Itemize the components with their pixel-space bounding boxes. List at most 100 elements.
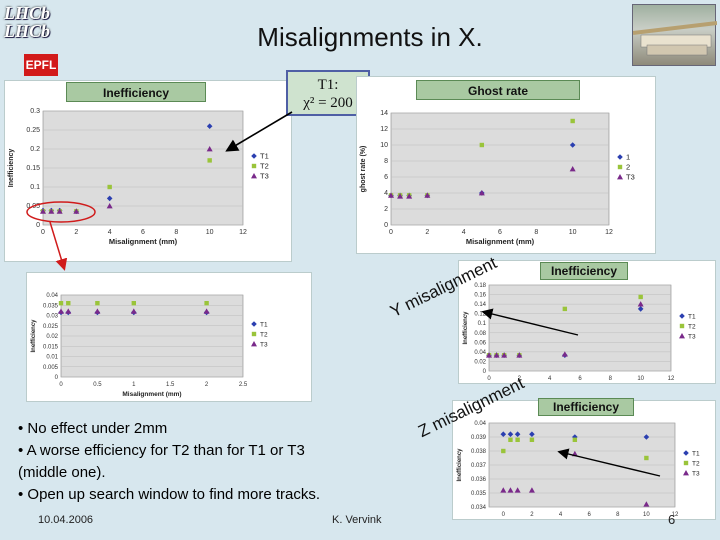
x-tick-label: 10	[643, 512, 650, 518]
legend-marker	[251, 173, 257, 179]
x-tick-label: 4	[548, 376, 552, 382]
data-point	[570, 118, 575, 124]
y-tick-label: 0.039	[471, 435, 487, 441]
legend-label: T3	[692, 471, 700, 478]
x-tick-label: 6	[587, 512, 591, 518]
legend-label: T1	[260, 152, 269, 161]
y-tick-label: 0.03	[46, 314, 58, 320]
data-point	[65, 308, 72, 314]
chi-arrow	[225, 111, 293, 152]
y-tick-label: 0.005	[43, 365, 59, 371]
legend-marker	[251, 153, 257, 159]
legend-label: T3	[688, 334, 696, 341]
x-tick-label: 12	[672, 512, 679, 518]
y-tick-label: 14	[380, 110, 388, 117]
legend-marker	[617, 174, 623, 180]
y-tick-label: 0.14	[474, 302, 486, 308]
bullet-3: • Open up search window to find more tra…	[18, 486, 321, 503]
y-tick-label: 0.035	[43, 303, 59, 309]
x-tick-label: 10	[637, 376, 644, 382]
data-point	[501, 352, 508, 358]
legend-label: T3	[626, 173, 635, 182]
data-point	[107, 184, 112, 190]
y-tick-label: 0.015	[43, 344, 59, 350]
x-tick-label: 10	[569, 229, 577, 236]
legend-marker	[683, 460, 689, 466]
data-point	[561, 351, 568, 357]
y-tick-label: 0.04	[474, 350, 486, 356]
x-tick-label: 0	[41, 229, 45, 236]
y-tick-label: 0.1	[30, 184, 40, 191]
x-tick-label: 8	[174, 229, 178, 236]
data-point	[388, 192, 394, 198]
y-tick-label: 0.04	[46, 293, 58, 299]
data-point	[638, 294, 643, 300]
legend-label: 2	[626, 163, 630, 172]
z-arrow	[557, 448, 661, 477]
data-point	[644, 455, 649, 461]
y-tick-label: 12	[380, 126, 388, 133]
data-point	[131, 301, 136, 306]
data-point	[478, 190, 485, 196]
legend-marker	[251, 321, 257, 327]
chart-inefficiency-top-svg: 00.050.10.150.20.250.30 2 4 6 8 10 12Misalignm…	[8, 108, 269, 246]
data-point	[204, 301, 209, 306]
y-tick-label: 0.06	[474, 340, 486, 346]
legend-marker	[679, 323, 685, 329]
legend-label: T3	[260, 172, 269, 181]
x-axis-label: Misalignment (mm)	[466, 237, 535, 246]
x-tick-label: 8	[534, 229, 538, 236]
y-tick-label: 0.036	[471, 477, 487, 483]
slide-title: Misalignments in X.	[257, 22, 483, 52]
y-tick-label: 0.037	[471, 463, 487, 469]
y-tick-label: 10	[380, 142, 388, 149]
legend-marker	[617, 164, 623, 170]
zoom-ellipse	[26, 201, 96, 223]
data-point	[514, 431, 521, 437]
y-arrow	[481, 308, 579, 336]
data-point	[562, 306, 568, 312]
footer-date: 10.04.2006	[38, 514, 94, 526]
data-point	[130, 308, 137, 314]
bullet-1: • No effect under 2mm	[18, 420, 168, 437]
legend-marker	[251, 331, 257, 337]
x-tick-label: 10	[206, 229, 214, 236]
y-axis-label: Inefficiency	[463, 311, 469, 345]
y-tick-label: 0	[36, 222, 40, 229]
data-point	[207, 158, 212, 163]
data-point	[643, 501, 650, 507]
legend-marker	[679, 333, 685, 339]
bullet-list: • No effect under 2mm • A worse efficien…	[18, 418, 348, 506]
legend-label: T2	[688, 324, 696, 331]
inefficiency-top-label: Inefficiency	[66, 82, 206, 102]
data-point	[529, 431, 535, 437]
data-point	[40, 208, 46, 214]
chart-z-misalignment: 0.034 0.035 0.036 0.037 0.038 0.039 0.04 0 2 4 6 8 1…	[452, 400, 716, 520]
legend-label: T2	[692, 461, 700, 468]
legend-label: T1	[688, 314, 696, 321]
data-point	[479, 142, 485, 148]
x-tick-label: 2	[205, 382, 209, 388]
y-tick-label: 0.035	[471, 491, 487, 497]
chart-z-misalignment-svg: 0.034 0.035 0.036 0.037 0.038 0.039 0.04 0 2 4 6 8 1…	[457, 421, 700, 518]
data-point	[637, 306, 644, 312]
inefficiency-mid-label: Inefficiency	[540, 262, 628, 280]
y-tick-label: 0.038	[471, 449, 487, 455]
x-tick-label: 0	[487, 376, 491, 382]
y-tick-label: 2	[384, 206, 388, 213]
chi-line2: χ² = 200	[303, 95, 353, 111]
data-point	[203, 308, 210, 314]
chart-y-misalignment-svg: 0 0.02 0.04 0.06 0.08 0.1 0.12 0.14 0.16 0.18 0 2 4 6…	[463, 283, 696, 392]
data-point	[58, 308, 64, 314]
data-point	[94, 308, 101, 314]
legend-marker	[683, 470, 689, 476]
data-point	[514, 487, 521, 493]
legend-label: T2	[260, 332, 268, 339]
y-tick-label: 0.16	[474, 293, 486, 299]
y-tick-label: 0.3	[30, 108, 40, 115]
chart-inefficiency-zoom: 0 0.005 0.01 0.015 0.02 0.025 0.03 0.035 0.04 0 0.…	[26, 272, 312, 402]
inefficiency-bot-label: Inefficiency	[538, 398, 634, 416]
data-point	[500, 487, 507, 493]
detector-photo-art	[632, 21, 718, 56]
